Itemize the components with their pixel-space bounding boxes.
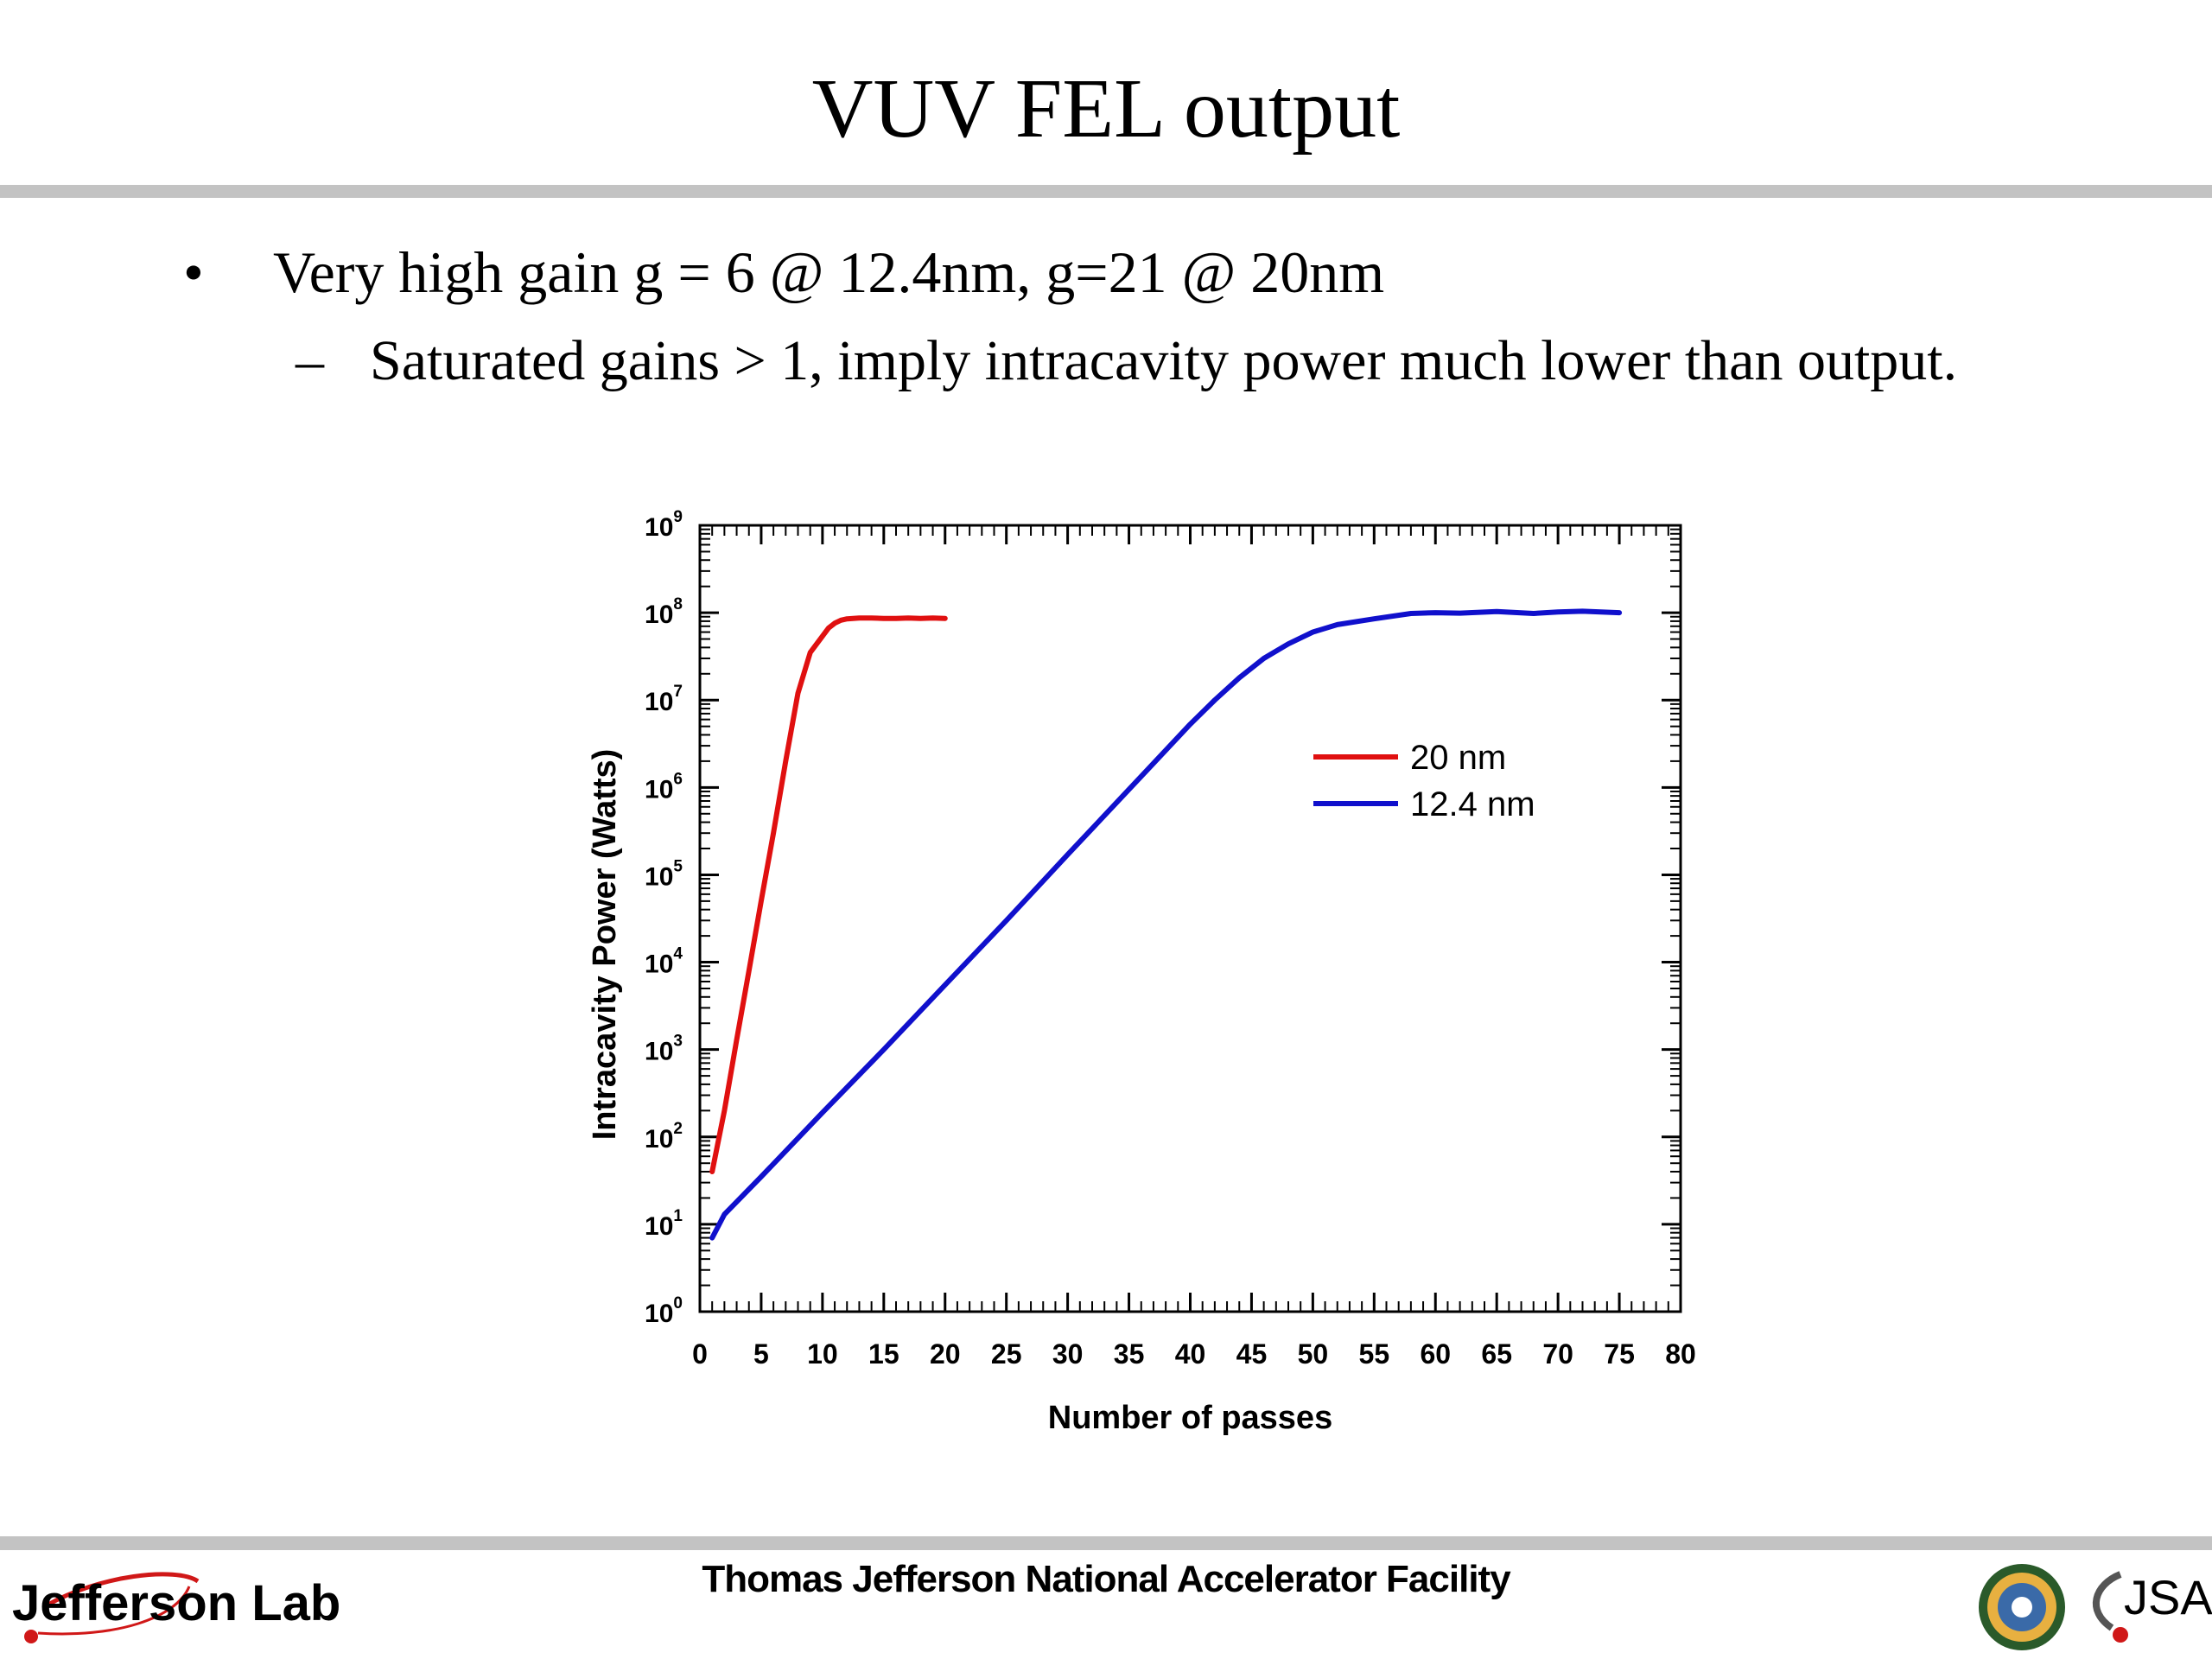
y-tick-label: 103 xyxy=(645,1033,683,1066)
partner-logos: JSA xyxy=(1975,1559,2212,1654)
x-tick-label: 55 xyxy=(1359,1338,1390,1370)
x-tick-label: 30 xyxy=(1052,1338,1084,1370)
x-tick-label: 75 xyxy=(1604,1338,1635,1370)
y-tick-label: 108 xyxy=(645,595,683,629)
slide-title: VUV FEL output xyxy=(811,62,1401,156)
jefferson-lab-swoosh-icon xyxy=(24,1572,200,1643)
legend-label: 20 nm xyxy=(1410,739,1506,777)
bullet-text: Very high gain g = 6 @ 12.4nm, g=21 @ 20… xyxy=(273,239,1385,305)
x-tick-label: 60 xyxy=(1420,1338,1451,1370)
jefferson-lab-wordmark: Jefferson Lab xyxy=(12,1575,341,1631)
footer-institution: Thomas Jefferson National Accelerator Fa… xyxy=(702,1558,1510,1600)
plot-frame xyxy=(698,524,1682,1313)
legend-label: 12.4 nm xyxy=(1410,785,1535,823)
title-divider xyxy=(0,185,2212,198)
series-line-20nm xyxy=(709,615,948,1174)
y-tick-label: 109 xyxy=(645,508,683,542)
y-tick-label: 106 xyxy=(645,770,683,804)
x-axis-label: Number of passes xyxy=(1048,1400,1332,1436)
x-tick-label: 80 xyxy=(1665,1338,1696,1370)
jefferson-lab-logo: Jefferson Lab xyxy=(12,1571,375,1649)
bullet-dot-icon: • xyxy=(183,239,204,305)
footer-divider xyxy=(0,1536,2212,1550)
x-tick-label: 65 xyxy=(1481,1338,1512,1370)
sub-bullet-dash-icon: – xyxy=(296,329,324,392)
y-tick-label: 102 xyxy=(645,1120,683,1154)
x-tick-label: 15 xyxy=(868,1338,899,1370)
x-tick-label: 40 xyxy=(1175,1338,1206,1370)
x-tick-label: 70 xyxy=(1542,1338,1573,1370)
x-tick-label: 20 xyxy=(930,1338,961,1370)
y-tick-label: 100 xyxy=(645,1294,683,1328)
y-tick-label: 104 xyxy=(645,945,683,979)
series-line-12-4nm xyxy=(709,608,1623,1241)
sub-bullet-text: Saturated gains > 1, imply intracavity p… xyxy=(370,329,1958,392)
x-tick-label: 50 xyxy=(1298,1338,1329,1370)
x-tick-label: 0 xyxy=(692,1338,708,1370)
x-tick-label: 45 xyxy=(1236,1338,1268,1370)
x-tick-label: 35 xyxy=(1114,1338,1145,1370)
x-tick-label: 5 xyxy=(753,1338,769,1370)
doe-seal-icon xyxy=(1979,1564,2065,1650)
y-tick-label: 105 xyxy=(645,857,683,891)
y-tick-label: 107 xyxy=(645,683,683,716)
jsa-wordmark: JSA xyxy=(2124,1570,2212,1624)
jsa-swoosh-icon xyxy=(2092,1571,2128,1643)
x-tick-label: 25 xyxy=(991,1338,1022,1370)
y-axis-label: Intracavity Power (Watts) xyxy=(587,749,623,1141)
x-tick-label: 10 xyxy=(807,1338,838,1370)
y-tick-label: 101 xyxy=(645,1207,683,1241)
